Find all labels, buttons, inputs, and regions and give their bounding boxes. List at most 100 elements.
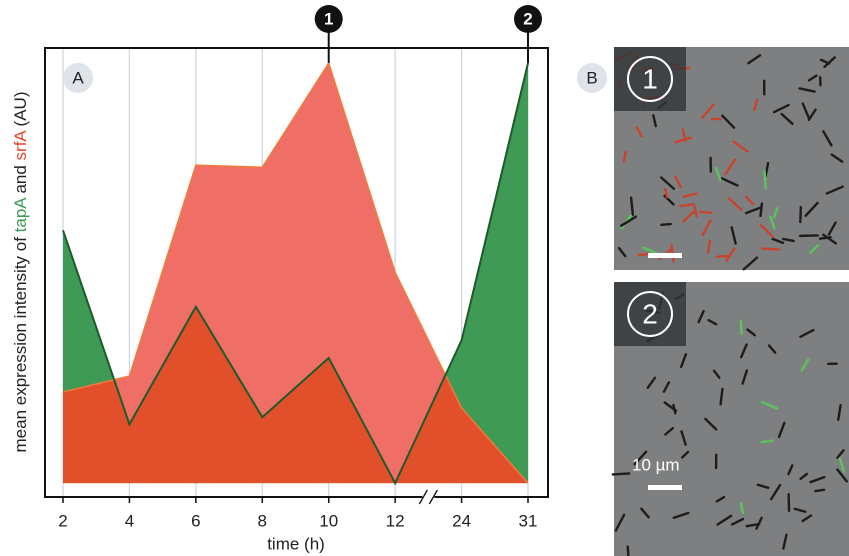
cell [836, 468, 848, 483]
cell [741, 369, 749, 385]
cell [747, 54, 762, 65]
cell [707, 318, 718, 326]
cell [633, 450, 648, 466]
cell [727, 197, 743, 212]
cell [763, 169, 767, 190]
cell [611, 472, 631, 476]
cell [614, 513, 626, 532]
cell [800, 358, 810, 372]
x-tick-label: 4 [125, 511, 134, 530]
cell [712, 369, 721, 379]
cell [787, 464, 794, 476]
cell [761, 247, 781, 251]
cell [823, 56, 836, 69]
cell [652, 114, 657, 128]
x-tick-label: 24 [452, 511, 471, 530]
cell [706, 239, 712, 254]
cell [819, 58, 831, 65]
cell [664, 426, 675, 436]
cell [680, 430, 687, 446]
cell [764, 161, 770, 178]
cell [626, 545, 630, 556]
image-badge [627, 291, 673, 337]
y-axis-label-part: (AU) [11, 92, 30, 132]
cell [799, 328, 815, 339]
cell [682, 192, 698, 198]
cell [635, 126, 643, 138]
cell [716, 514, 733, 526]
cell [807, 108, 817, 122]
cell [756, 483, 770, 489]
cell [830, 153, 844, 163]
line [62, 62, 529, 486]
cell [701, 103, 715, 119]
cell [674, 136, 692, 144]
x-tick-label: 31 [519, 511, 538, 530]
cell [724, 158, 737, 176]
cell [822, 233, 838, 245]
cell [715, 495, 726, 503]
annotation-badge [514, 5, 542, 33]
cell [659, 176, 676, 190]
cell [759, 202, 764, 218]
cell [699, 210, 713, 215]
cell [836, 449, 845, 459]
cell [822, 130, 833, 147]
cell [622, 150, 627, 163]
cell [825, 185, 844, 195]
panel-badge [577, 63, 607, 93]
x-tick-label: 6 [191, 511, 200, 530]
y-axis-label-part: tapA [11, 197, 30, 233]
panel-label: A [72, 68, 84, 87]
cell [801, 514, 813, 523]
cell [739, 343, 748, 359]
cell [701, 219, 712, 236]
cell [629, 196, 635, 217]
cell [804, 201, 819, 217]
plot-frame [44, 47, 549, 498]
cell [780, 112, 794, 126]
cell [746, 328, 756, 337]
axis-break-gap [422, 494, 435, 500]
cell [760, 439, 774, 444]
cell [771, 237, 785, 245]
cell [674, 175, 682, 189]
cell [682, 210, 695, 223]
cell [814, 488, 826, 493]
cell [662, 381, 671, 393]
cell [714, 166, 722, 182]
x-axis-label: time (h) [267, 534, 325, 553]
y-axis-label: mean expression intensity of tapA and sr… [11, 92, 30, 453]
cell [782, 533, 788, 550]
cell [744, 206, 763, 215]
cell [739, 501, 745, 515]
cell [799, 205, 803, 224]
cell [759, 223, 775, 238]
annotation-label: 2 [523, 9, 532, 28]
overlap-area [63, 63, 528, 484]
cell [693, 205, 698, 218]
cell [799, 472, 809, 481]
cell [745, 522, 761, 528]
x-tick-label: 2 [58, 511, 67, 530]
cell [760, 400, 779, 410]
cell [617, 246, 627, 258]
cell [742, 256, 759, 271]
cell [646, 376, 657, 389]
cell [777, 421, 786, 439]
cell [637, 252, 649, 257]
cell [620, 215, 638, 227]
cell [744, 195, 755, 206]
cell [660, 222, 672, 226]
scale-bar [648, 485, 682, 490]
cell [769, 215, 776, 230]
x-tick-label: 10 [319, 511, 338, 530]
cell [739, 319, 743, 336]
scale-label: 10 µm [632, 455, 680, 474]
y-axis-label-part: srfA [11, 130, 30, 161]
cell [781, 237, 795, 243]
cell [798, 87, 816, 93]
cell [809, 475, 826, 484]
cell [807, 74, 818, 82]
